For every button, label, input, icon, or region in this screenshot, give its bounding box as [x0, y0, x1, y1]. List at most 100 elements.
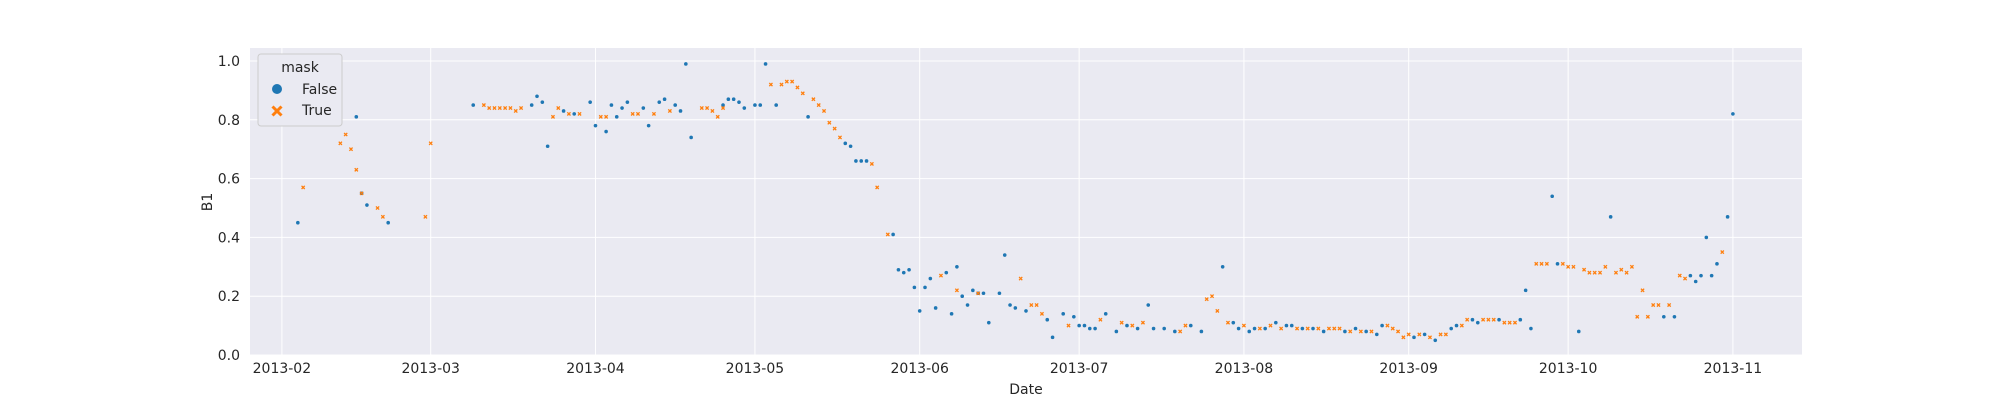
data-point-true	[800, 91, 805, 96]
data-point-false	[721, 103, 725, 107]
data-point-true	[1592, 270, 1597, 275]
data-point-true	[1683, 276, 1688, 281]
data-point-false	[896, 267, 901, 272]
data-point-false	[928, 276, 933, 281]
data-point-true	[354, 167, 359, 172]
data-point-false	[609, 103, 614, 107]
data-point-false	[1114, 329, 1119, 334]
data-point-false	[1311, 326, 1315, 331]
data-point-false	[1247, 329, 1252, 334]
data-point-false	[365, 203, 369, 207]
data-point-true	[513, 108, 518, 114]
data-point-false	[296, 220, 300, 225]
x-tick-label: 2013-08	[1215, 361, 1274, 377]
grid-lines	[250, 48, 1802, 356]
data-point-false	[1497, 317, 1501, 322]
data-point-true	[1597, 270, 1603, 275]
data-point-false	[1518, 317, 1523, 322]
data-point-true	[1395, 329, 1401, 334]
data-point-false	[1274, 320, 1278, 325]
data-point-true	[811, 97, 816, 102]
data-point-true	[1677, 273, 1682, 278]
data-point-false	[641, 106, 646, 110]
data-point-true	[1209, 294, 1215, 299]
data-point-false	[986, 320, 991, 325]
data-point-false	[1380, 323, 1384, 328]
data-point-false	[662, 97, 667, 102]
data-point-true	[821, 108, 827, 114]
data-point-false	[1699, 273, 1703, 278]
data-point-false	[1236, 326, 1241, 331]
data-point-true	[1034, 302, 1039, 308]
data-point-false	[1072, 314, 1076, 319]
data-point-false	[684, 62, 688, 66]
data-point-true	[816, 103, 821, 108]
data-point-true	[1566, 264, 1571, 269]
x-tick-label: 2013-09	[1379, 361, 1438, 377]
y-tick-label: 0.0	[218, 348, 240, 364]
data-point-false	[1173, 329, 1177, 334]
data-point-false	[1284, 323, 1289, 328]
data-point-true	[604, 114, 609, 119]
data-point-false	[1013, 306, 1018, 310]
data-point-true	[1417, 332, 1422, 337]
data-point-true	[503, 105, 508, 111]
data-point-false	[1662, 314, 1666, 319]
x-tick-label: 2013-02	[253, 361, 312, 377]
data-point-false	[1523, 288, 1528, 293]
data-point-true	[705, 105, 710, 111]
x-axis-label: Date	[1009, 382, 1042, 398]
data-point-false	[901, 270, 906, 275]
data-point-true	[1603, 264, 1608, 269]
data-point-false	[1252, 326, 1257, 331]
data-point-true	[1645, 314, 1650, 319]
data-point-true	[875, 185, 880, 190]
data-point-true	[720, 105, 726, 111]
data-point-true	[1481, 317, 1486, 322]
data-point-false	[1709, 273, 1714, 278]
data-point-true	[1619, 267, 1624, 272]
data-point-true	[651, 111, 657, 116]
data-point-true	[1390, 326, 1395, 331]
data-point-true	[837, 135, 843, 140]
data-point-false	[1454, 323, 1459, 328]
data-point-true	[508, 105, 513, 111]
data-point-true	[375, 205, 380, 211]
data-point-false	[1704, 235, 1709, 240]
data-point-true	[1406, 332, 1411, 337]
data-point-false	[971, 288, 975, 293]
data-point-true	[768, 82, 773, 87]
data-point-true	[630, 111, 635, 116]
data-point-true	[784, 79, 789, 84]
x-tick-label: 2013-03	[401, 361, 460, 377]
data-point-false	[620, 106, 624, 110]
data-point-false	[354, 115, 359, 119]
data-point-true	[1635, 314, 1640, 319]
data-point-true	[1624, 270, 1629, 275]
data-point-false	[1300, 326, 1305, 331]
data-point-true	[1295, 326, 1300, 331]
data-point-false	[843, 141, 848, 146]
data-point-true	[1613, 270, 1619, 275]
legend: mask False True	[257, 53, 343, 127]
y-tick-label: 0.2	[218, 289, 240, 305]
data-point-true	[1512, 320, 1518, 325]
data-point-true	[1018, 276, 1023, 281]
legend-false-label: False	[302, 82, 337, 98]
data-point-true	[1544, 261, 1549, 266]
data-point-false	[1412, 335, 1416, 340]
data-point-true	[550, 114, 556, 119]
data-point-false	[981, 291, 986, 296]
x-tick-label: 2013-07	[1050, 361, 1109, 377]
data-point-true	[1268, 323, 1273, 328]
data-point-false	[1672, 314, 1677, 319]
data-point-true	[832, 126, 837, 131]
data-point-false	[1353, 326, 1358, 331]
data-point-false	[689, 135, 693, 140]
data-point-true	[1257, 326, 1262, 331]
x-axis-ticks: 2013-02 2013-03 2013-04 2013-05 2013-06 2013-…	[253, 361, 1763, 377]
data-point-true	[1098, 317, 1103, 322]
data-point-false	[588, 100, 592, 104]
data-point-true	[343, 132, 348, 137]
data-point-false	[955, 265, 959, 269]
